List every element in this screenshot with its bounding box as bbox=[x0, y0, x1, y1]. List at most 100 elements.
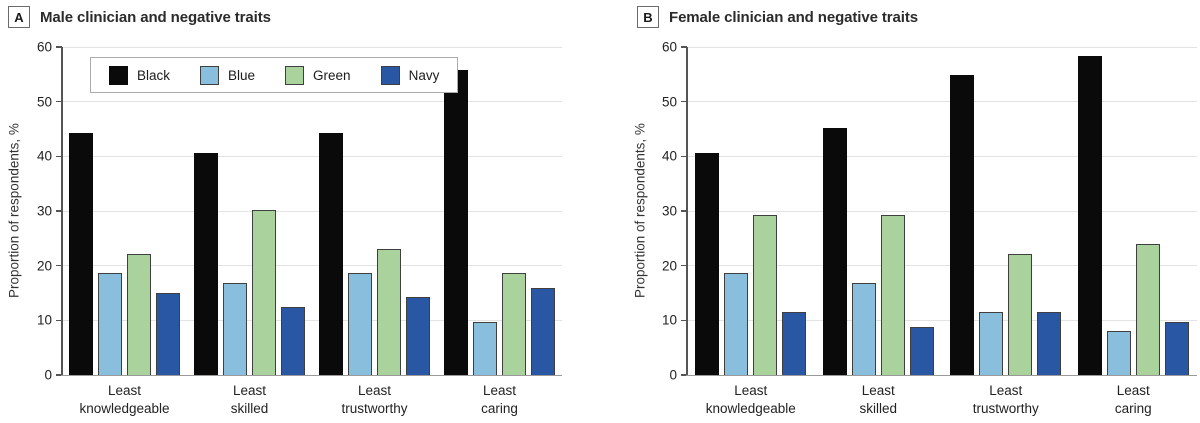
x-category-label: Least knowledgeable bbox=[687, 382, 815, 418]
y-tick-label-10: 10 bbox=[661, 312, 677, 328]
bar-blue-3 bbox=[979, 312, 1004, 375]
gridline-20 bbox=[687, 265, 1197, 267]
legend-item-blue: Blue bbox=[200, 65, 256, 85]
gridline-30 bbox=[62, 210, 562, 212]
x-category-label-line: caring bbox=[481, 401, 518, 417]
y-axis-line bbox=[686, 47, 688, 375]
x-category-label: Least caring bbox=[1070, 382, 1198, 418]
y-tick-20 bbox=[56, 264, 62, 267]
y-tick-label-50: 50 bbox=[36, 93, 52, 109]
panel-b-header: B Female clinician and negative traits bbox=[637, 6, 918, 28]
x-category-label: Least caring bbox=[437, 382, 562, 418]
x-category-label-line: trustworthy bbox=[972, 401, 1039, 417]
x-category-label: Least trustworthy bbox=[312, 382, 437, 418]
panel-b-y-axis-title: Proportion of respondents, % bbox=[632, 123, 648, 299]
bar-black-4 bbox=[444, 69, 468, 375]
panel-a-y-axis-title: Proportion of respondents, % bbox=[6, 123, 22, 299]
bar-black-4 bbox=[1077, 55, 1102, 375]
legend-label: Black bbox=[137, 67, 171, 83]
bar-green-3 bbox=[1008, 254, 1033, 375]
bar-navy-4 bbox=[531, 288, 555, 375]
y-tick-30 bbox=[56, 210, 62, 212]
x-category-label-line: Least bbox=[357, 383, 392, 398]
bar-blue-1 bbox=[98, 273, 122, 375]
bar-blue-4 bbox=[1106, 331, 1131, 375]
bar-green-1 bbox=[753, 215, 778, 375]
panel-b-letter-badge: B bbox=[637, 6, 659, 28]
bar-green-2 bbox=[880, 215, 905, 375]
y-axis-line bbox=[61, 47, 63, 375]
bar-blue-1 bbox=[724, 273, 749, 375]
legend-label: Green bbox=[313, 67, 351, 83]
y-tick-label-30: 30 bbox=[36, 203, 52, 219]
gridline-50 bbox=[62, 101, 562, 103]
x-axis-baseline bbox=[686, 374, 1197, 376]
bar-black-3 bbox=[950, 74, 975, 375]
legend-label: Navy bbox=[408, 67, 440, 83]
bar-navy-3 bbox=[406, 297, 430, 375]
y-tick-40 bbox=[56, 155, 62, 158]
bar-black-3 bbox=[319, 133, 343, 375]
y-tick-50 bbox=[681, 100, 687, 103]
legend: Black Blue Green Navy bbox=[90, 57, 459, 93]
bar-black-1 bbox=[695, 152, 720, 375]
bar-green-2 bbox=[252, 210, 276, 375]
bar-navy-2 bbox=[909, 326, 934, 375]
bar-black-2 bbox=[194, 152, 218, 375]
y-tick-label-30: 30 bbox=[661, 203, 677, 219]
bar-blue-2 bbox=[223, 283, 247, 375]
bar-green-4 bbox=[502, 273, 526, 375]
y-tick-label-40: 40 bbox=[661, 148, 677, 164]
x-category-label-line: Least bbox=[107, 383, 142, 398]
y-tick-20 bbox=[681, 264, 687, 267]
y-tick-40 bbox=[681, 155, 687, 158]
x-category-label-line: skilled bbox=[230, 401, 269, 417]
bar-navy-3 bbox=[1037, 312, 1062, 375]
x-category-label-line: Least bbox=[989, 383, 1023, 398]
y-tick-10 bbox=[56, 319, 62, 322]
y-tick-60 bbox=[56, 46, 62, 48]
panel-b-title: Female clinician and negative traits bbox=[669, 8, 918, 26]
gridline-40 bbox=[687, 155, 1197, 157]
legend-label: Blue bbox=[228, 67, 256, 83]
x-category-label: Least trustworthy bbox=[942, 382, 1070, 418]
panel-a-title: Male clinician and negative traits bbox=[40, 8, 271, 26]
panel-a: A Male clinician and negative traits Pro… bbox=[6, 6, 562, 416]
legend-item-green: Green bbox=[285, 65, 351, 85]
bar-green-1 bbox=[127, 254, 151, 375]
gridline-10 bbox=[687, 319, 1197, 321]
y-tick-label-20: 20 bbox=[36, 257, 52, 273]
y-tick-30 bbox=[681, 210, 687, 212]
x-category-label: Least skilled bbox=[187, 382, 312, 418]
x-category-label-line: Least bbox=[861, 383, 895, 398]
legend-swatch-navy bbox=[380, 65, 400, 85]
gridline-50 bbox=[687, 101, 1197, 103]
panel-a-letter-badge: A bbox=[8, 6, 30, 28]
x-category-label-line: skilled bbox=[859, 401, 897, 417]
bar-green-3 bbox=[377, 249, 401, 375]
y-tick-0 bbox=[681, 374, 687, 376]
x-category-label-line: knowledgeable bbox=[79, 401, 170, 417]
x-category-label-line: caring bbox=[1114, 401, 1152, 417]
bar-blue-3 bbox=[348, 273, 372, 375]
legend-swatch-green bbox=[285, 65, 305, 85]
bar-black-1 bbox=[69, 133, 93, 375]
bar-black-2 bbox=[822, 128, 847, 375]
y-tick-label-20: 20 bbox=[661, 257, 677, 273]
x-category-label-line: knowledgeable bbox=[705, 401, 796, 417]
y-tick-label-60: 60 bbox=[36, 39, 52, 55]
x-category-label-line: Least bbox=[1116, 383, 1150, 398]
bar-blue-2 bbox=[851, 283, 876, 375]
y-tick-label-60: 60 bbox=[661, 39, 677, 55]
panel-a-plot-area: Black Blue Green Navy 0 10 20 30 40 50 60 Least kno… bbox=[37, 40, 562, 416]
x-axis-baseline bbox=[61, 374, 562, 376]
bar-green-4 bbox=[1135, 244, 1160, 375]
x-category-label-line: Least bbox=[482, 383, 517, 398]
gridline-20 bbox=[62, 265, 562, 267]
gridline-40 bbox=[62, 155, 562, 157]
x-category-label: Least knowledgeable bbox=[62, 382, 187, 418]
gridline-30 bbox=[687, 210, 1197, 212]
panel-a-header: A Male clinician and negative traits bbox=[8, 6, 271, 28]
y-tick-60 bbox=[681, 46, 687, 48]
